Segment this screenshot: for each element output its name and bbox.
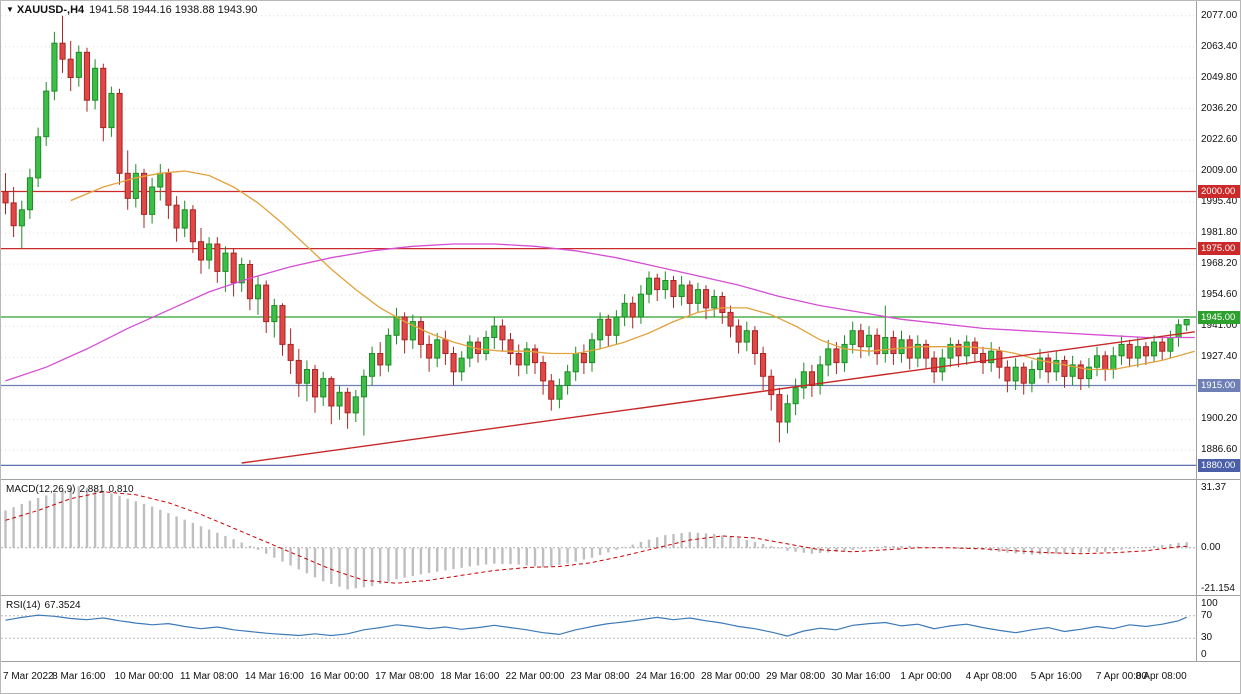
rsi-name: RSI(14) <box>6 600 41 611</box>
price-axis-label: 1995.40 <box>1201 196 1238 207</box>
price-axis-label: 1941.00 <box>1201 320 1238 332</box>
time-axis-label: 29 Mar 08:00 <box>766 671 826 682</box>
time-axis-label: 17 Mar 08:00 <box>375 671 435 682</box>
price-axis-label: 2009.00 <box>1201 165 1238 176</box>
panel-separator-macd[interactable] <box>1 479 1240 480</box>
price-axis-label: 1968.20 <box>1201 258 1238 270</box>
macd-axis-label: 31.37 <box>1201 482 1227 493</box>
symbol-dropdown-icon[interactable]: ▼ <box>6 5 14 14</box>
candlestick-chart-canvas[interactable] <box>1 1 1196 479</box>
price-axis-label: 2077.00 <box>1201 9 1238 21</box>
price-axis-label: 1886.60 <box>1201 444 1238 456</box>
ma-fast-orange[interactable] <box>70 170 1195 371</box>
price-axis-label: 2063.40 <box>1201 40 1238 52</box>
panel-separator-time-axis <box>1 661 1240 662</box>
price-axis-label: 1954.60 <box>1201 289 1238 301</box>
time-axis-label: 14 Mar 16:00 <box>244 671 304 682</box>
time-axis-label: 4 Apr 08:00 <box>965 671 1017 682</box>
candles-layer <box>2 15 1190 443</box>
price-axis[interactable]: 2077.00 2063.40 2049.80 2036.20 2022.60 2009.… <box>1196 1 1240 662</box>
macd-histogram <box>4 486 1188 590</box>
price-line-badge: 1975.00 <box>1198 242 1240 256</box>
time-axis-label: 24 Mar 16:00 <box>635 671 695 682</box>
macd-axis-label: -21.154 <box>1201 583 1235 595</box>
time-axis-label: 16 Mar 00:00 <box>310 671 369 682</box>
macd-signal-line <box>5 491 1187 584</box>
rsi-line <box>5 614 1187 637</box>
rsi-chart-canvas[interactable] <box>1 597 1196 661</box>
price-axis-label: 1900.20 <box>1201 413 1238 425</box>
time-axis-label: 7 Mar 2022 <box>3 671 54 682</box>
panel-separator-rsi[interactable] <box>1 595 1240 596</box>
time-axis-label: 23 Mar 08:00 <box>570 671 630 682</box>
rsi-axis-label: 0 <box>1201 649 1207 661</box>
time-axis-label: 7 Apr 00:00 <box>1095 671 1148 682</box>
rsi-axis-label: 100 <box>1201 598 1218 609</box>
price-axis-label: 2036.20 <box>1201 102 1238 114</box>
macd-main-value: 2.881 <box>79 484 105 495</box>
macd-axis-label: 0.00 <box>1201 541 1221 553</box>
macd-name: MACD(12,26,9) <box>6 484 76 495</box>
symbol-period-label: XAUUSD-,H4 <box>16 4 85 16</box>
time-axis-label: 28 Mar 00:00 <box>701 671 760 682</box>
time-axis[interactable]: 7 Mar 2022 8 Mar 16:00 10 Mar 00:00 11 Mar … <box>1 662 1240 693</box>
price-line-badge: 2000.00 <box>1198 185 1240 198</box>
price-line-badge: 1945.00 <box>1198 310 1240 324</box>
time-axis-label: 1 Apr 00:00 <box>900 671 952 682</box>
price-axis-label: 1981.80 <box>1201 227 1238 238</box>
moving-averages-layer <box>5 170 1195 464</box>
price-axis-label: 2049.80 <box>1201 71 1238 83</box>
trendline-red[interactable] <box>241 331 1195 464</box>
time-axis-label: 22 Mar 00:00 <box>505 671 565 682</box>
time-axis-label: 8 Mar 16:00 <box>52 671 106 682</box>
price-axis-label: 1927.40 <box>1201 351 1238 363</box>
rsi-value: 67.3524 <box>44 600 81 611</box>
macd-chart-canvas[interactable] <box>1 481 1196 595</box>
ma-slow-magenta[interactable] <box>5 243 1195 382</box>
rsi-axis-label: 70 <box>1201 609 1213 621</box>
macd-indicator-label: MACD(12,26,9) 2.881 0.810 <box>6 484 138 495</box>
time-axis-label: 11 Mar 08:00 <box>180 671 239 682</box>
time-axis-label: 8 Apr 08:00 <box>1135 671 1187 682</box>
rsi-axis-label: 30 <box>1201 632 1213 644</box>
time-axis-label: 30 Mar 16:00 <box>831 671 891 682</box>
price-axis-label: 2022.60 <box>1201 134 1238 145</box>
time-axis-label: 10 Mar 00:00 <box>114 671 174 682</box>
rsi-indicator-label: RSI(14) 67.3524 <box>6 600 85 611</box>
macd-signal-value: 0.810 <box>108 484 134 495</box>
price-line-badge: 1880.00 <box>1198 458 1240 472</box>
chart-header: ▼ XAUUSD-,H4 1941.58 1944.16 1938.88 1943.… <box>6 4 257 16</box>
price-line-badge: 1915.00 <box>1198 379 1240 392</box>
time-axis-label: 5 Apr 16:00 <box>1030 671 1082 682</box>
ohlc-values: 1941.58 1944.16 1938.88 1943.90 <box>89 4 258 16</box>
time-axis-label: 18 Mar 16:00 <box>440 671 500 682</box>
